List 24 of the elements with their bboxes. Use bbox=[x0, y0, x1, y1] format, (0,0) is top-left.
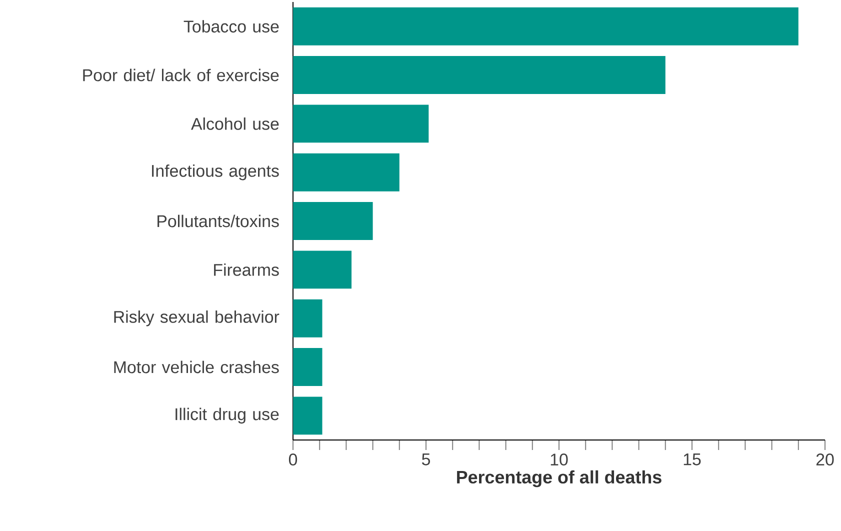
bar bbox=[293, 299, 322, 338]
x-tick-label: 20 bbox=[816, 454, 834, 466]
y-tick-label: Illicit drug use bbox=[176, 408, 279, 424]
x-axis-title: Percentage of all deaths bbox=[457, 470, 662, 488]
x-tick-label: 15 bbox=[684, 454, 701, 466]
y-tick-label: Motor vehicle crashes bbox=[114, 360, 279, 374]
bar bbox=[293, 202, 373, 240]
bar bbox=[293, 153, 400, 192]
bar bbox=[293, 396, 322, 435]
x-tick-label: 5 bbox=[422, 454, 430, 466]
y-tick-label: Poor diet/ lack of exercise bbox=[83, 68, 279, 82]
y-tick-label: Tobacco use bbox=[184, 20, 279, 33]
bar bbox=[293, 104, 429, 143]
bar bbox=[293, 348, 322, 386]
y-tick-label: Pollutants/toxins bbox=[158, 214, 279, 228]
x-tick-label: 0 bbox=[288, 454, 298, 466]
bar bbox=[293, 250, 352, 289]
y-tick-label: Alcohol use bbox=[191, 117, 279, 130]
y-tick-label: Firearms bbox=[214, 263, 279, 276]
bar bbox=[293, 7, 798, 46]
x-tick-label: 10 bbox=[550, 454, 568, 466]
y-tick-label: Infectious agents bbox=[152, 164, 279, 180]
y-tick-label: Risky sexual behavior bbox=[114, 310, 280, 326]
bar bbox=[293, 56, 666, 94]
